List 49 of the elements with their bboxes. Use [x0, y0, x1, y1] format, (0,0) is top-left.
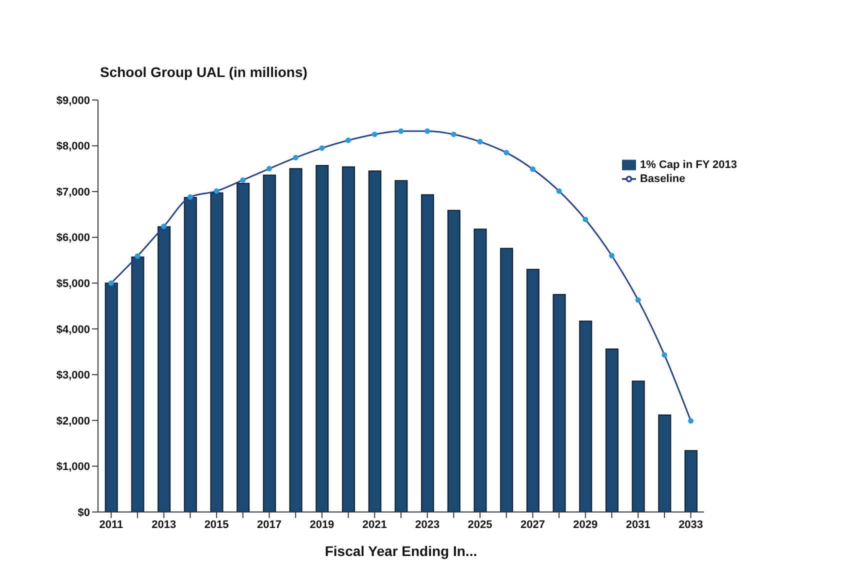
bar	[289, 168, 302, 512]
bar	[368, 170, 382, 512]
bar	[236, 182, 250, 512]
x-tick-label: 2025	[468, 518, 492, 531]
y-tick-label: $9,000	[56, 94, 90, 107]
bar	[421, 194, 434, 512]
bar	[500, 248, 514, 512]
x-tick-label: 2023	[415, 518, 440, 531]
chart-title: School Group UAL (in millions)	[100, 64, 308, 80]
x-tick-label: 2029	[573, 518, 598, 531]
legend-label: Baseline	[640, 172, 686, 185]
bar	[684, 450, 698, 512]
bar	[104, 282, 118, 512]
y-tick-label: $5,000	[56, 278, 90, 290]
bar	[342, 166, 355, 512]
x-tick-label: 2021	[362, 518, 387, 531]
bar	[316, 164, 329, 512]
x-tick-label: 2015	[204, 518, 229, 531]
y-tick-label: $2,000	[56, 415, 90, 428]
y-tick-label: $3,000	[56, 370, 90, 382]
y-tick-label: $6,000	[56, 232, 90, 244]
bar	[447, 210, 460, 512]
bar	[632, 380, 645, 512]
bar	[210, 192, 224, 512]
bar	[526, 268, 540, 512]
y-tick-label: $4,000	[56, 324, 90, 336]
bar	[579, 320, 592, 512]
x-tick-label: 2033	[678, 518, 704, 531]
y-tick-label: $1,000	[56, 461, 90, 474]
bar	[552, 294, 566, 512]
y-tick-label: $8,000	[56, 140, 90, 153]
bar	[605, 348, 618, 512]
x-tick-label: 2013	[152, 518, 176, 531]
bar	[658, 414, 672, 512]
bar	[262, 174, 276, 512]
x-tick-label: 2031	[626, 518, 650, 531]
x-tick-label: 2027	[520, 518, 545, 531]
bar	[131, 256, 144, 512]
bar	[158, 226, 171, 512]
y-tick-label: $7,000	[56, 186, 90, 198]
bar	[184, 197, 197, 512]
x-axis-title: Fiscal Year Ending In...	[324, 543, 478, 559]
bar	[474, 228, 487, 512]
y-tick-label: $0	[78, 506, 90, 519]
x-tick-label: 2019	[310, 518, 334, 531]
x-tick-label: 2011	[99, 518, 124, 531]
legend-label: 1% Cap in FY 2013	[640, 158, 737, 171]
x-tick-label: 2017	[257, 518, 282, 531]
bar	[394, 180, 408, 512]
